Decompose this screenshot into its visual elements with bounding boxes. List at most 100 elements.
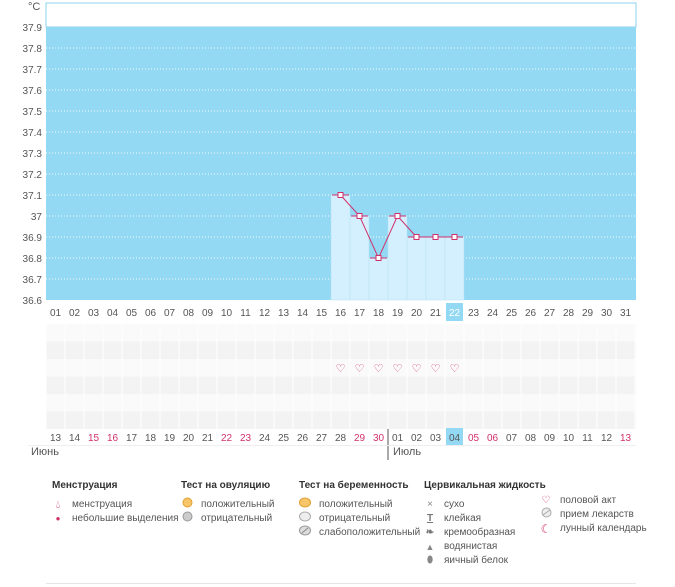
temperature-chart: °C 36.6 36.7 36.8 36.9 37 37.1 37.2 37.3 37.4 37.… bbox=[23, 1, 637, 460]
x-date-label: 23 bbox=[240, 433, 252, 444]
blood-drop-icon: 💧︎ bbox=[55, 499, 61, 511]
x-day-label: 05 bbox=[126, 308, 138, 319]
temperature-point bbox=[394, 213, 401, 219]
legend-label: водянистая bbox=[444, 541, 498, 552]
x-date-label: 06 bbox=[487, 433, 499, 444]
y-tick-label: 37.9 bbox=[23, 23, 43, 34]
legend-item: отрицательный bbox=[299, 511, 420, 526]
y-tick-label: 36.7 bbox=[23, 275, 43, 286]
month-label-june: Июнь bbox=[31, 446, 59, 458]
legend-cervical: Цервикальная жидкость × сухо T клейкая ❧… bbox=[424, 480, 546, 568]
pregnancy-weak-icon bbox=[299, 525, 311, 541]
legend-item: T клейкая bbox=[424, 512, 546, 526]
bottom-divider bbox=[46, 583, 636, 584]
today-highlight bbox=[446, 303, 463, 321]
creamy-icon: ❧ bbox=[425, 527, 435, 538]
temperature-point bbox=[375, 255, 382, 261]
y-tick-label: 36.9 bbox=[23, 233, 43, 244]
heart-icon: ♡ bbox=[431, 362, 441, 375]
legend-item: положительный bbox=[299, 497, 420, 512]
temperature-bar bbox=[425, 236, 446, 301]
legend-ovulation: Тест на овуляцию положительный отрицател… bbox=[181, 480, 274, 526]
egg-white-icon: ⬮ bbox=[426, 555, 434, 566]
heart-icon: ♡ bbox=[355, 362, 365, 375]
temperature-point bbox=[413, 234, 420, 240]
x-day-label: 26 bbox=[525, 308, 537, 319]
x-day-label: 21 bbox=[430, 308, 442, 319]
y-tick-label: 37.1 bbox=[23, 191, 43, 202]
ovulation-positive-icon bbox=[181, 497, 193, 513]
x-day-label: 27 bbox=[544, 308, 556, 319]
x-date-label: 28 bbox=[335, 433, 347, 444]
x-date-label: 21 bbox=[202, 433, 214, 444]
x-date-label: 13 bbox=[50, 433, 62, 444]
x-bottom-labels: 13 14 15 16 17 18 19 20 21 22 23 24 25 26 27 28 29 30 01 02… bbox=[28, 428, 636, 460]
temperature-point bbox=[337, 192, 344, 198]
x-date-label: 12 bbox=[601, 433, 613, 444]
symptom-row bbox=[46, 411, 636, 429]
x-date-label: 11 bbox=[582, 433, 593, 444]
heart-icon: ♡ bbox=[450, 362, 460, 375]
symptom-rows bbox=[45, 324, 636, 429]
x-day-label: 12 bbox=[259, 308, 271, 319]
legend-label: небольшие выделения bbox=[72, 513, 179, 524]
legend-label: половой акт bbox=[560, 495, 617, 506]
x-day-label: 13 bbox=[278, 308, 290, 319]
temperature-bar bbox=[406, 236, 427, 301]
legend-label: слабоположительный bbox=[319, 527, 421, 538]
watery-icon: ▲ bbox=[425, 542, 435, 552]
symptom-row bbox=[46, 341, 636, 359]
legend-label: положительный bbox=[201, 499, 275, 510]
x-date-label: 05 bbox=[468, 433, 480, 444]
symptom-row bbox=[46, 376, 636, 394]
legend-title: Цервикальная жидкость bbox=[424, 480, 546, 491]
legend-pregnancy: Тест на беременность положительный отриц… bbox=[299, 480, 420, 540]
x-date-label: 25 bbox=[278, 433, 290, 444]
month-label-july: Июль bbox=[393, 446, 422, 458]
x-date-label: 01 bbox=[392, 433, 404, 444]
x-top-labels: 01 02 03 04 05 06 07 08 09 10 11 12 13 14 15 16 17 18 19 20… bbox=[50, 303, 632, 321]
legend-item: 💧︎ менструация bbox=[52, 498, 179, 512]
temperature-point bbox=[356, 213, 363, 219]
symptom-row bbox=[46, 394, 636, 412]
x-date-label: 22 bbox=[221, 433, 233, 444]
temperature-bar bbox=[444, 236, 465, 301]
legend-title: Тест на овуляцию bbox=[181, 480, 271, 491]
x-day-label: 01 bbox=[50, 308, 62, 319]
x-date-label: 18 bbox=[145, 433, 157, 444]
heart-icon: ♡ bbox=[412, 362, 422, 375]
x-date-label: 29 bbox=[354, 433, 366, 444]
x-day-label: 17 bbox=[354, 308, 366, 319]
x-date-label: 07 bbox=[506, 433, 518, 444]
symptom-row bbox=[46, 359, 636, 377]
x-day-label: 15 bbox=[316, 308, 328, 319]
temperature-bar bbox=[330, 194, 351, 301]
legend-label: кремообразная bbox=[444, 527, 516, 538]
x-day-label: 14 bbox=[297, 308, 309, 319]
ovulation-negative-icon bbox=[181, 511, 193, 527]
legend-item: ⬮ яичный белок bbox=[424, 554, 546, 568]
legend-other: ♡ половой акт прием лекарств ☾ лунный ка… bbox=[540, 494, 647, 536]
pill-icon bbox=[540, 507, 552, 523]
legend-item: ♡ половой акт bbox=[540, 494, 647, 508]
intercourse-markers: ♡ ♡ ♡ ♡ ♡ ♡ ♡ bbox=[336, 362, 460, 375]
x-date-label: 16 bbox=[107, 433, 119, 444]
legend-label: менструация bbox=[72, 499, 133, 510]
x-date-label: 24 bbox=[259, 433, 271, 444]
temperature-point bbox=[432, 234, 439, 240]
x-day-label: 06 bbox=[145, 308, 157, 319]
y-tick-label: 37.4 bbox=[23, 128, 43, 139]
legend-item: ▲ водянистая bbox=[424, 540, 546, 554]
x-day-label: 28 bbox=[563, 308, 575, 319]
temperature-series bbox=[332, 192, 463, 261]
heart-icon: ♡ bbox=[374, 362, 384, 375]
legend-label: клейкая bbox=[444, 513, 482, 524]
x-day-label: 31 bbox=[620, 308, 632, 319]
legend-label: сухо bbox=[444, 499, 465, 510]
x-day-label: 19 bbox=[392, 308, 404, 319]
x-day-label: 11 bbox=[240, 308, 251, 319]
x-date-label: 26 bbox=[297, 433, 309, 444]
x-date-label: 13 bbox=[620, 433, 632, 444]
legend-label: отрицательный bbox=[201, 513, 273, 524]
x-day-label: 25 bbox=[506, 308, 518, 319]
